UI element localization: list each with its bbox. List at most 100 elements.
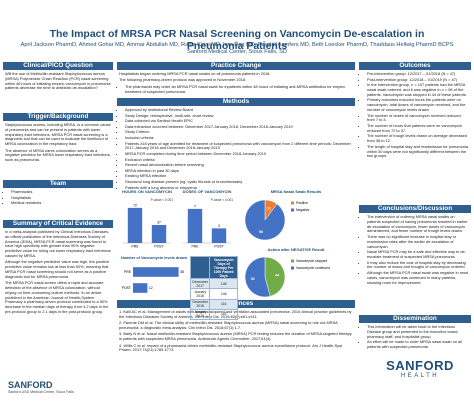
paragraph: Hospitalists began ordering MRSA PCR nas… [119, 71, 271, 76]
bullet: MRSA PCR completed during time period be… [125, 151, 353, 157]
value-label: 44 [275, 274, 279, 278]
bullet: In the intervention group, n = 107 patie… [367, 82, 469, 97]
value-label: 3 [218, 224, 220, 228]
paragraph: Staphylococcus aureus, including MRSA, i… [5, 122, 111, 147]
legend-label: Positive [296, 201, 308, 205]
pie-slice [244, 199, 286, 241]
bar [187, 208, 203, 243]
value-label: 38 [180, 270, 184, 274]
bar [133, 267, 179, 277]
authors: April Jackson PharmD, Ahmed Gohar MD, Am… [20, 42, 454, 56]
logo-left: SANFORD Sanford USD Medical Center, Siou… [8, 380, 113, 406]
bar [127, 207, 143, 243]
logo-right: SANFORD HEALTH [378, 358, 462, 396]
section: Trigger/Background Staphylococcus aureus,… [3, 113, 113, 165]
bullet: The length of hospital stay and readmiss… [367, 144, 469, 159]
chart-title: DOSES OF VANCOMYCIN [183, 189, 232, 194]
section-body: In a meta-analysis published by Clinical… [3, 229, 113, 315]
paragraph: 3. Baby N et al. Nasal methicillin-resis… [119, 331, 352, 342]
x-tick-label: PRE [192, 245, 200, 249]
bullet: Exclusion criteria: [125, 157, 353, 163]
bullet: Existing MRSA infection [125, 174, 353, 179]
table-row: December 2018 116 [189, 298, 238, 310]
charts: HOURS ON VANCOMYCIN P-value < 0.001 72 PRE 3… [121, 189, 330, 298]
bar [133, 283, 148, 293]
table-row: January 2019 118 [189, 308, 238, 320]
paragraph: 2. Parente DM et al. The clinical utilit… [119, 320, 338, 330]
section: Clinical/PICO Question Will the use of Me… [3, 62, 113, 93]
bullet-list: Approved by Institutional Review BoardSt… [119, 107, 353, 191]
bullet-list: Pre-intervention group: 12/2017 – 01/201… [361, 71, 469, 159]
bullet: Data extraction occurred between: Decemb… [125, 124, 353, 130]
bullet: This information will be taken back to t… [367, 324, 469, 339]
annotation: P-value < 0.001 [151, 198, 174, 202]
bullet: The number of hours that patients were o… [367, 123, 469, 134]
logo-caption: HEALTH [400, 373, 440, 379]
x-tick-label: POST [154, 245, 163, 249]
x-tick-label: PRE [132, 245, 140, 249]
bullet: Post-intervention group: 12/2018 – 01/20… [367, 77, 469, 83]
legend-label: Vancomycin stopped [296, 259, 327, 263]
section-body: Staphylococcus aureus, including MRSA, i… [3, 122, 113, 163]
bullet: Patients ≥18 years of age admitted for t… [125, 141, 353, 152]
bullet: Medical residents [11, 200, 111, 206]
legend-label: Vancomycin continued [296, 266, 330, 270]
bullet: Approved by Institutional Review Board [125, 107, 353, 113]
value-label: 37 [157, 220, 161, 224]
legend-swatch [291, 259, 294, 263]
section-header: Outcomes [359, 62, 471, 70]
poster-title: The Impact of MRSA PCR Nasal Screening o… [49, 28, 425, 52]
section-body: Hospitalists began ordering MRSA PCR nas… [117, 71, 355, 94]
section-header: Dissemination [359, 315, 471, 323]
legend-swatch [291, 208, 294, 212]
section-body: Pre-intervention group: 12/2017 – 01/201… [359, 71, 471, 159]
logo-name: SANFORD [8, 380, 53, 390]
bullet: Nasal MRSA PCR may be a safe and effecti… [367, 249, 469, 260]
pie-slice [264, 256, 286, 297]
section-body: This information will be taken back to t… [359, 324, 471, 350]
section: Practice Change Hospitalists began orderi… [117, 62, 355, 95]
value-label: 96 [259, 230, 263, 234]
legend-label: Negative [296, 208, 309, 212]
section: OutcomesPre-intervention group: 12/2017 … [359, 62, 471, 160]
paragraph: Will the use of Methicillin-resistant St… [5, 71, 111, 91]
value-label: 72 [133, 203, 137, 207]
value-label: 52 [251, 277, 255, 281]
bullet: There was no significant increase in hos… [367, 234, 469, 249]
paragraph: Although the negative predictive value w… [5, 259, 110, 279]
bullet: It may also reduce the cost of hospital … [367, 260, 469, 271]
section: TeamPharmacistsHospitalistsMedical resid… [3, 180, 113, 207]
table-row: January 2018 146 [189, 288, 238, 300]
value-label: 11 [267, 206, 271, 210]
bar [151, 224, 167, 243]
bullet: Pre-intervention group: 12/2017 – 01/201… [367, 71, 469, 77]
section-header: Practice Change [117, 62, 355, 70]
value-label: 7 [194, 204, 196, 208]
paragraph: In a meta-analysis published by Clinical… [5, 229, 111, 258]
section-header: Conclusions/Discussion [359, 205, 471, 213]
chart-title: HOURS ON VANCOMYCIN [122, 189, 172, 194]
pie-slice [244, 256, 271, 298]
bullet: Although the MRSA PCR nasal swab was neg… [367, 270, 469, 285]
table-row: December 2017 148 [189, 278, 238, 290]
table-cell: January 2018 [189, 288, 211, 300]
section: Summary of Critical Evidence In a meta-an… [3, 220, 113, 316]
bullet: Recent nasal decolonization before scree… [125, 162, 353, 168]
section-header: Trigger/Background [3, 113, 113, 121]
table-cell: December 2017 [189, 278, 211, 290]
section-body: Approved by Institutional Review BoardSt… [117, 107, 355, 191]
table-cell: 118 [209, 308, 238, 320]
table-cell: January 2019 [189, 308, 211, 320]
bullet: The number of doses of vancomycin receiv… [367, 113, 469, 124]
legend-swatch [291, 266, 294, 270]
y-tick-label: POST [122, 286, 131, 290]
chart-title: MRSA Nasal Swab Results [271, 189, 322, 194]
bullet-list: The intervention of ordering MRSA nasal … [361, 214, 469, 285]
bullet: Pharmacists [11, 189, 111, 195]
bullet: Patients with a lung abscess or empyema [125, 185, 353, 191]
bullet: Hospitalists [11, 195, 111, 201]
section: Conclusions/DiscussionThe intervention o… [359, 205, 471, 286]
bullet: An effort will be made to order MRSA nas… [367, 339, 469, 350]
logo-name: SANFORD [386, 358, 454, 373]
